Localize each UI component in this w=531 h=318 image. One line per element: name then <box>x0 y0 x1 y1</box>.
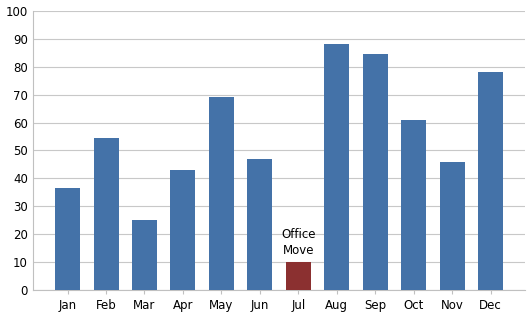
Bar <box>440 162 465 290</box>
Bar <box>286 262 311 290</box>
Bar <box>363 54 388 290</box>
Bar <box>55 188 80 290</box>
Bar <box>324 44 349 290</box>
Text: Office
Move: Office Move <box>281 228 315 257</box>
Bar <box>93 138 118 290</box>
Bar <box>478 72 503 290</box>
Bar <box>170 170 195 290</box>
Bar <box>247 159 272 290</box>
Bar <box>401 120 426 290</box>
Bar <box>132 220 157 290</box>
Bar <box>209 97 234 290</box>
